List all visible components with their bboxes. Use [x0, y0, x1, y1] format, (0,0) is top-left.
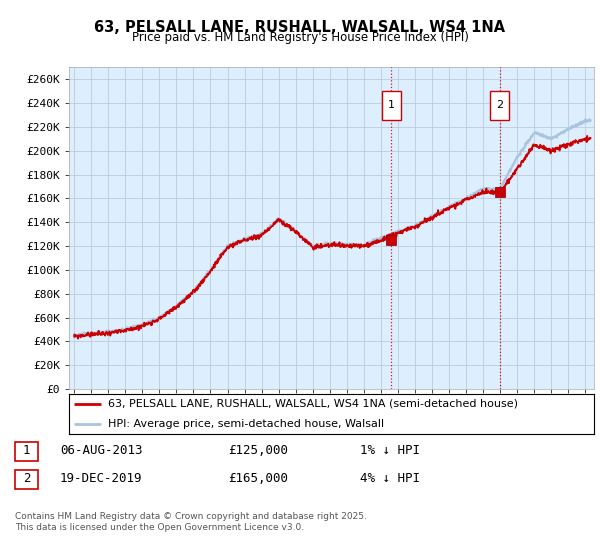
- Text: 1: 1: [388, 100, 395, 110]
- Text: 63, PELSALL LANE, RUSHALL, WALSALL, WS4 1NA (semi-detached house): 63, PELSALL LANE, RUSHALL, WALSALL, WS4 …: [109, 399, 518, 409]
- Text: Price paid vs. HM Land Registry's House Price Index (HPI): Price paid vs. HM Land Registry's House …: [131, 31, 469, 44]
- Text: HPI: Average price, semi-detached house, Walsall: HPI: Average price, semi-detached house,…: [109, 419, 385, 429]
- Text: £125,000: £125,000: [228, 444, 288, 458]
- Text: 4% ↓ HPI: 4% ↓ HPI: [360, 472, 420, 486]
- Text: 19-DEC-2019: 19-DEC-2019: [60, 472, 143, 486]
- Text: 2: 2: [23, 472, 30, 486]
- Text: 1: 1: [23, 444, 30, 458]
- Text: Contains HM Land Registry data © Crown copyright and database right 2025.
This d: Contains HM Land Registry data © Crown c…: [15, 512, 367, 532]
- Text: 06-AUG-2013: 06-AUG-2013: [60, 444, 143, 458]
- Text: 1% ↓ HPI: 1% ↓ HPI: [360, 444, 420, 458]
- Bar: [490, 91, 509, 120]
- Text: 63, PELSALL LANE, RUSHALL, WALSALL, WS4 1NA: 63, PELSALL LANE, RUSHALL, WALSALL, WS4 …: [94, 20, 506, 35]
- Text: £165,000: £165,000: [228, 472, 288, 486]
- Bar: [382, 91, 401, 120]
- Text: 2: 2: [496, 100, 503, 110]
